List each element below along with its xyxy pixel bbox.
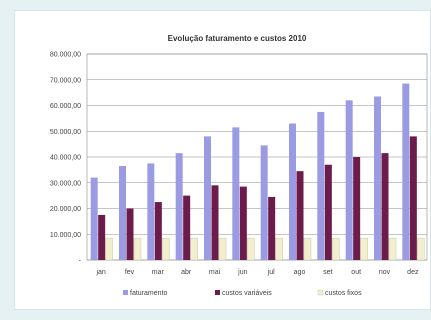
legend-swatch xyxy=(317,289,324,296)
bar-custos-variáveis-abr xyxy=(183,195,191,260)
bar-custos-variáveis-jan xyxy=(98,214,106,260)
legend-label: custos fixos xyxy=(325,290,362,297)
bar-faturamento-jul xyxy=(260,145,268,260)
bar-faturamento-jun xyxy=(232,127,240,260)
y-axis-ticks: 80.000,00 70.000,00 60.000,00 50.000,00 40.0… xyxy=(50,52,82,265)
bar-faturamento-fev xyxy=(119,166,126,260)
legend: faturamento custos variáveis custos fixos xyxy=(123,289,362,297)
legend-label: faturamento xyxy=(130,290,167,297)
x-tick-label: jun xyxy=(237,269,247,276)
bar-custos-fixos-mar xyxy=(162,237,170,261)
x-tick-label: ago xyxy=(294,269,306,276)
bar-custos-variáveis-fev xyxy=(126,208,134,260)
bar-faturamento-jan xyxy=(90,177,98,260)
bar-custos-fixos-fev xyxy=(133,237,142,261)
y-tick-label: 50.000,00 xyxy=(50,129,81,136)
chart-svg: Evolução faturamento e custos 2010 80.00… xyxy=(50,34,428,297)
bar-custos-fixos-dez xyxy=(417,237,425,261)
y-tick-label: - xyxy=(79,258,82,265)
legend-swatch xyxy=(215,290,220,295)
gridlines xyxy=(86,53,428,261)
y-tick-label: 70.000,00 xyxy=(50,77,81,84)
y-tick-label: 60.000,00 xyxy=(50,103,81,110)
bar-custos-variáveis-out xyxy=(353,157,361,260)
bar-faturamento-mai xyxy=(204,136,211,260)
plot-area xyxy=(86,53,428,261)
x-tick-label: fev xyxy=(125,269,135,276)
x-tick-label: out xyxy=(351,269,361,276)
bar-custos-variáveis-jul xyxy=(268,196,276,260)
bar-faturamento-ago xyxy=(289,123,296,261)
chart-title: Evolução faturamento e custos 2010 xyxy=(168,34,307,43)
x-tick-label: abr xyxy=(181,269,192,276)
bar-custos-variáveis-set xyxy=(324,164,332,260)
y-tick-label: 20.000,00 xyxy=(50,206,81,213)
bar-custos-fixos-mai xyxy=(218,237,227,261)
y-tick-label: 30.000,00 xyxy=(50,180,81,187)
x-tick-label: jan xyxy=(95,269,105,276)
bar-faturamento-abr xyxy=(175,153,183,260)
legend-label: custos variáveis xyxy=(222,290,272,297)
bar-custos-fixos-jan xyxy=(105,237,113,261)
bar-custos-fixos-nov xyxy=(388,237,397,261)
y-tick-label: 80.000,00 xyxy=(50,52,81,59)
bar-custos-variáveis-mar xyxy=(154,202,162,260)
bars xyxy=(90,83,425,261)
bar-custos-fixos-jun xyxy=(247,237,255,261)
bar-faturamento-set xyxy=(317,111,325,260)
x-tick-label: set xyxy=(323,269,332,276)
bar-custos-variáveis-dez xyxy=(409,136,417,260)
bar-custos-variáveis-jun xyxy=(239,186,247,260)
bar-custos-fixos-out xyxy=(360,237,368,261)
bar-custos-fixos-jul xyxy=(275,237,283,261)
bar-custos-variáveis-ago xyxy=(296,171,304,260)
x-tick-label: mai xyxy=(209,269,221,276)
bar-custos-fixos-ago xyxy=(303,237,312,261)
x-tick-label: nov xyxy=(379,269,391,276)
y-tick-label: 10.000,00 xyxy=(50,232,81,239)
bar-custos-fixos-abr xyxy=(190,237,198,261)
legend-swatch xyxy=(123,290,128,295)
bar-custos-variáveis-nov xyxy=(381,153,389,260)
x-tick-label: jul xyxy=(267,269,275,276)
x-tick-label: mar xyxy=(152,269,165,276)
bar-custos-fixos-set xyxy=(332,237,340,261)
bar-faturamento-nov xyxy=(374,96,381,260)
x-axis-ticks: jan fev mar abr mai jun jul ago set out nov dez xyxy=(95,269,418,276)
chart-frame: Evolução faturamento e custos 2010 80.00… xyxy=(14,10,431,310)
x-tick-label: dez xyxy=(407,269,419,276)
bar-faturamento-out xyxy=(345,100,353,260)
bar-faturamento-dez xyxy=(402,83,410,260)
bar-faturamento-mar xyxy=(147,163,155,260)
bar-custos-variáveis-mai xyxy=(211,185,219,260)
y-tick-label: 40.000,00 xyxy=(50,155,81,162)
